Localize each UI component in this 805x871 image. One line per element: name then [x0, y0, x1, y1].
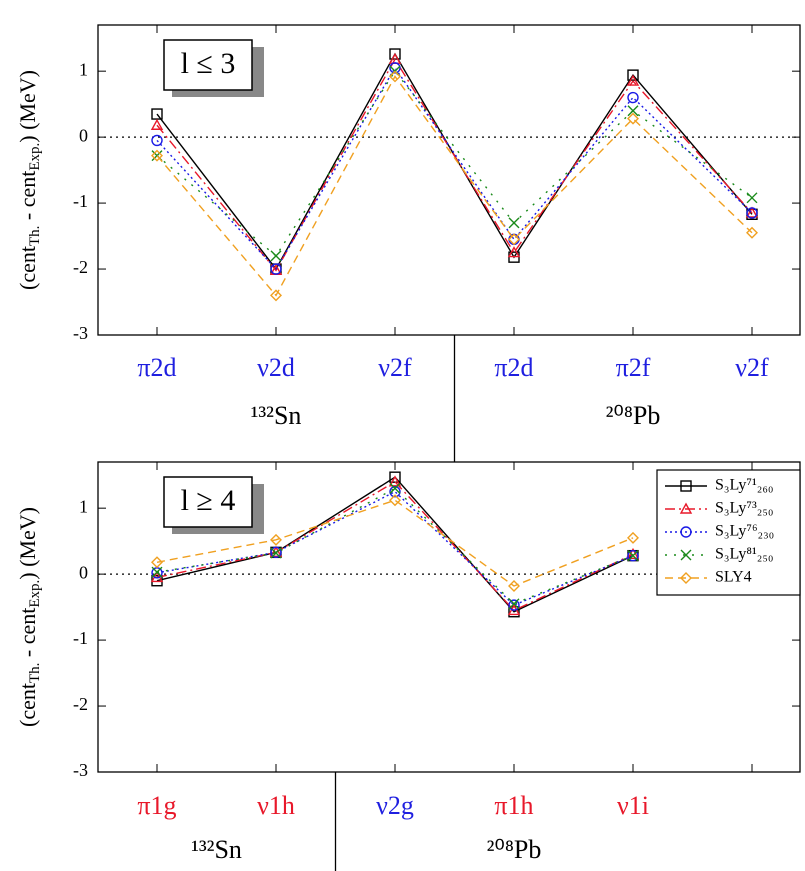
category-label: π1g: [137, 791, 176, 820]
marker: [627, 549, 639, 562]
plot-frame: [97, 461, 801, 773]
marker: [270, 533, 282, 546]
series-line: [156, 69, 753, 257]
plot-frame: [97, 24, 801, 336]
annotation-box: [163, 39, 253, 91]
y-tick-label: -2: [73, 694, 88, 714]
marker: [680, 480, 692, 492]
marker: [151, 149, 163, 162]
series-line: [156, 75, 753, 297]
group-label: ¹³²Sn: [251, 401, 302, 430]
group-label: ¹³²Sn: [191, 835, 242, 864]
y-tick-label: -3: [73, 760, 88, 780]
marker: [627, 105, 639, 117]
category-label: π2d: [137, 353, 176, 382]
y-label-subscript: Exp.: [27, 580, 43, 608]
category-label: ν2g: [376, 791, 414, 820]
marker: [151, 134, 163, 147]
marker: [627, 550, 639, 562]
marker: [627, 112, 639, 125]
category-label: π2f: [616, 353, 651, 382]
y-tick-label: -2: [73, 257, 88, 277]
y-tick-label: 1: [79, 59, 88, 79]
marker: [508, 580, 520, 592]
annotation: l ≥ 4: [181, 484, 236, 517]
marker: [270, 547, 282, 559]
y-label-text: (cent: [15, 683, 40, 727]
y-label-subscript: Th.: [27, 226, 43, 246]
y-axis-label: (centTh. - centExp.) (MeV): [15, 507, 43, 727]
category-label: π1h: [494, 791, 533, 820]
group-label: ²⁰⁸Pb: [487, 835, 542, 864]
marker: [389, 62, 401, 74]
y-label-text: - cent: [15, 608, 40, 663]
series-line: [156, 66, 753, 271]
category-label: π2d: [494, 353, 533, 382]
marker: [151, 566, 163, 578]
y-tick-label: -1: [73, 191, 88, 211]
marker: [680, 526, 692, 538]
y-axis-label: (centTh. - centExp.) (MeV): [15, 70, 43, 290]
marker: [270, 289, 282, 302]
marker: [508, 599, 520, 611]
marker: [680, 572, 692, 584]
marker: [745, 206, 759, 218]
annotation: l ≤ 3: [181, 47, 236, 80]
annotation-box: [163, 476, 253, 528]
marker: [746, 226, 758, 239]
series-line: [156, 480, 634, 612]
marker: [746, 207, 758, 219]
y-tick-label: -1: [73, 628, 88, 648]
category-label: ν1h: [257, 791, 295, 820]
legend-label: S₃Ly⁷¹₂₆₀: [715, 477, 773, 494]
marker: [389, 482, 401, 494]
marker: [508, 598, 520, 610]
y-tick-label: -3: [73, 323, 88, 343]
marker: [270, 546, 282, 559]
category-label: ν2f: [378, 353, 412, 382]
y-label-text: - cent: [15, 171, 40, 226]
marker: [507, 246, 521, 258]
marker: [269, 545, 283, 558]
y-tick-label: 1: [79, 496, 88, 516]
legend-label: S₃Ly⁷⁶₂₃₀: [715, 523, 774, 540]
y-label-subscript: Th.: [27, 663, 43, 683]
marker: [508, 233, 520, 246]
marker: [626, 74, 640, 86]
marker: [150, 118, 164, 130]
marker: [746, 192, 758, 204]
marker: [679, 502, 693, 514]
marker: [270, 263, 282, 275]
series-line: [156, 499, 634, 587]
category-label: ν2f: [735, 353, 769, 382]
marker: [627, 531, 639, 544]
legend-label: S₃Ly⁷³₂₅₀: [715, 500, 773, 517]
marker: [389, 494, 401, 507]
y-label-text: ) (MeV): [15, 70, 40, 143]
marker: [389, 70, 401, 83]
group-label: ²⁰⁸Pb: [606, 401, 661, 430]
y-label-text: ) (MeV): [15, 507, 40, 580]
marker: [627, 91, 639, 104]
category-label: ν1i: [617, 791, 649, 820]
series-line: [156, 57, 753, 272]
category-label: ν2d: [257, 353, 295, 382]
y-tick-label: 0: [79, 125, 88, 145]
legend-label: S₃Ly⁸¹₂₅₀: [715, 546, 773, 563]
marker: [388, 475, 402, 487]
marker: [680, 549, 692, 561]
y-tick-label: 0: [79, 562, 88, 582]
y-label-subscript: Exp.: [27, 143, 43, 171]
series-line: [156, 490, 634, 606]
marker: [151, 556, 163, 569]
marker: [389, 485, 401, 498]
marker: [508, 217, 520, 229]
y-label-text: (cent: [15, 246, 40, 290]
legend-label: SLY4: [715, 569, 752, 586]
marker: [270, 250, 282, 262]
